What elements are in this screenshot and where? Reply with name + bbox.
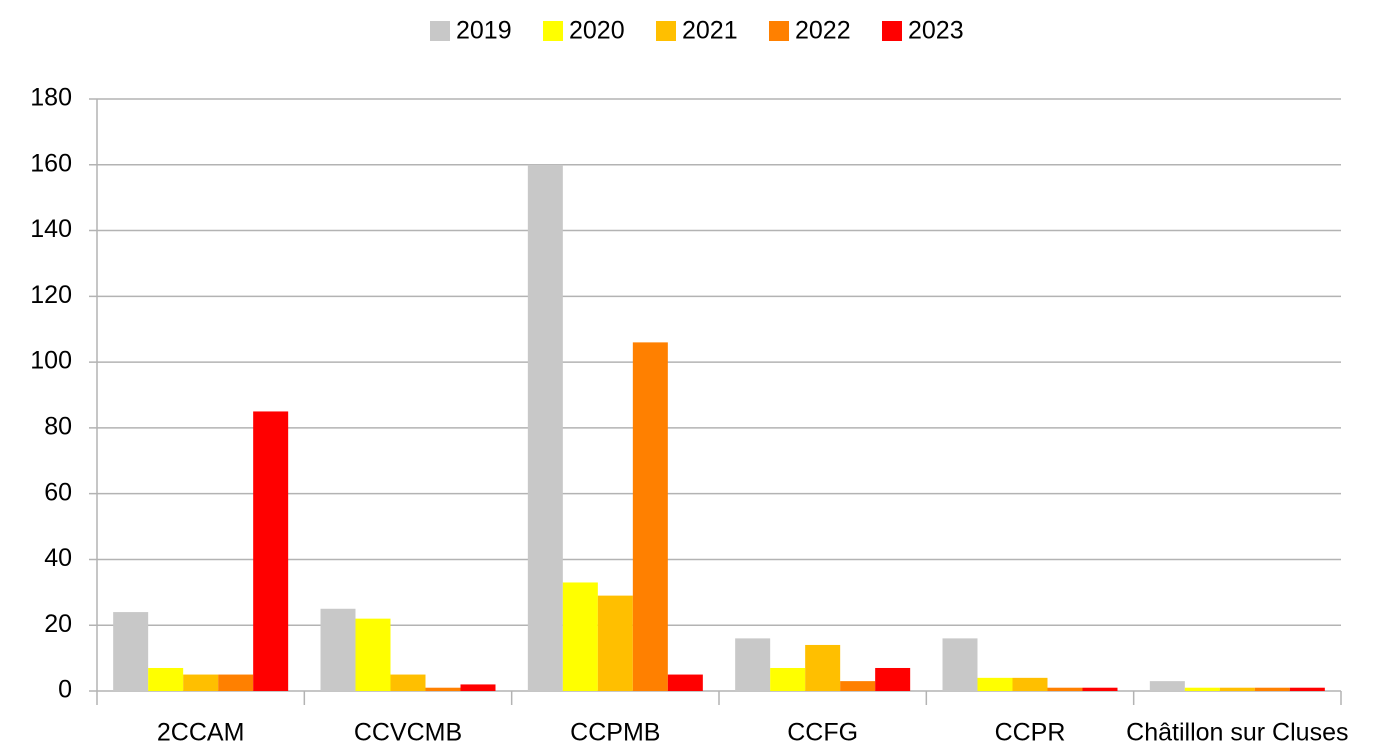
legend-label: 2019 <box>456 17 512 45</box>
bar <box>1219 687 1255 691</box>
bar <box>942 638 978 691</box>
y-tick-label: 160 <box>30 149 72 177</box>
bar <box>1289 687 1325 691</box>
bar <box>805 644 841 691</box>
bar <box>527 164 563 691</box>
bar <box>425 687 461 691</box>
legend-label: 2020 <box>569 17 625 45</box>
bar <box>390 674 426 691</box>
bar <box>148 667 184 691</box>
x-tick-label: CCPMB <box>570 719 660 747</box>
bar <box>597 595 633 691</box>
y-tick-label: 0 <box>58 676 72 704</box>
y-tick-label: 20 <box>44 610 72 638</box>
y-tick-label: 100 <box>30 347 72 375</box>
bar <box>1012 677 1048 691</box>
y-tick-label: 140 <box>30 215 72 243</box>
bar <box>1082 687 1118 691</box>
y-tick-label: 60 <box>44 478 72 506</box>
bar <box>355 618 391 691</box>
bar <box>1254 687 1290 691</box>
y-tick-label: 120 <box>30 281 72 309</box>
bar <box>1149 681 1185 691</box>
x-tick-label: 2CCAM <box>157 719 245 747</box>
bar <box>1047 687 1083 691</box>
legend-swatch <box>882 21 902 41</box>
bar <box>183 674 219 691</box>
legend-label: 2021 <box>682 17 738 45</box>
y-tick-label: 180 <box>30 84 72 112</box>
bar <box>875 667 911 691</box>
y-tick-label: 80 <box>44 412 72 440</box>
legend-swatch <box>656 21 676 41</box>
x-tick-label: Châtillon sur Cluses <box>1126 719 1348 747</box>
bar <box>562 582 598 691</box>
legend-swatch <box>543 21 563 41</box>
bar <box>218 674 254 691</box>
bar <box>632 342 668 691</box>
bar <box>113 612 149 691</box>
bar <box>770 667 806 691</box>
bar <box>460 684 496 691</box>
x-tick-label: CCVCMB <box>354 719 462 747</box>
y-tick-label: 40 <box>44 544 72 572</box>
bar <box>840 681 876 691</box>
legend-swatch <box>769 21 789 41</box>
bar <box>320 608 356 691</box>
x-tick-label: CCFG <box>787 719 858 747</box>
legend-label: 2023 <box>908 17 964 45</box>
bar <box>667 674 703 691</box>
bar <box>1184 687 1220 691</box>
bar <box>977 677 1013 691</box>
legend-label: 2022 <box>795 17 851 45</box>
legend-swatch <box>430 21 450 41</box>
bar <box>253 411 289 691</box>
bar <box>735 638 771 691</box>
x-tick-label: CCPR <box>995 719 1066 747</box>
